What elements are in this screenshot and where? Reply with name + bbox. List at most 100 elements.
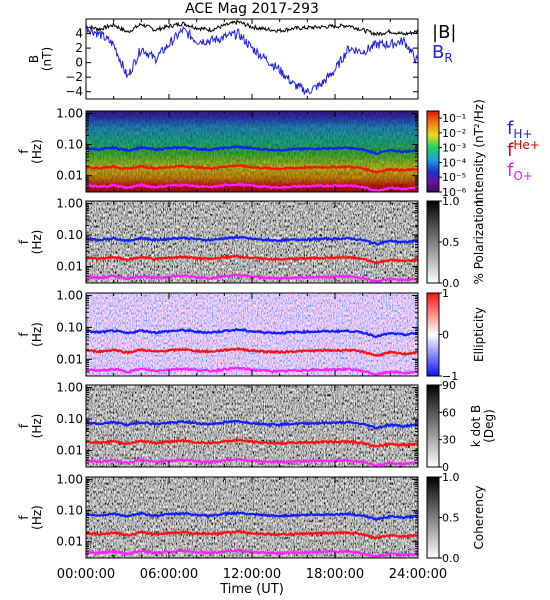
- gyro-h-line: [86, 419, 418, 430]
- spectrogram-ylabel-line: (Hz): [30, 505, 44, 530]
- spectrogram-ylabel: f(Hz): [17, 322, 44, 347]
- spectrogram-ylabel-line: f: [17, 332, 31, 337]
- figure-title: ACE Mag 2017-293: [185, 1, 319, 17]
- legend-b-radial-sub: R: [444, 51, 452, 65]
- colorbar-1: [426, 110, 440, 193]
- legend-b-magnitude: |B|: [432, 22, 456, 43]
- colorbar-label: Ellipticity: [472, 307, 486, 362]
- spectrogram-ytick-label: 0.10: [56, 320, 83, 334]
- b-ytick-label: −2: [65, 70, 83, 84]
- colorbar-label: % Polarization: [472, 200, 486, 285]
- b-series-radial-line: [86, 25, 418, 95]
- gyro-h-line: [86, 235, 418, 246]
- spectrogram-4-image: [86, 385, 418, 467]
- colorbar-tick-label: 10⁻²: [442, 127, 466, 140]
- spectrogram-ytick-label: 0.10: [56, 412, 83, 426]
- colorbar-2: [426, 200, 440, 284]
- colorbar-label: Coherency: [472, 485, 486, 549]
- legend-gyro-0: fH+: [507, 118, 532, 141]
- b-ytick-label: 2: [75, 41, 83, 55]
- colorbar-tick-label: 0.0: [442, 552, 460, 565]
- gyro-h-line: [86, 327, 418, 339]
- spectrogram-ytick-label: 1.00: [56, 289, 83, 303]
- b-panel-bg: [86, 19, 418, 99]
- gyro-he-line: [86, 254, 418, 265]
- spectrogram-texture: [86, 477, 418, 558]
- time-axis-label: Time (UT): [219, 582, 284, 597]
- spectrogram-ylabel-line: f: [17, 149, 31, 154]
- colorbar-tick-label: 1.0: [442, 195, 460, 208]
- legend-b-radial-main: B: [432, 42, 444, 63]
- legend-gyro-main: f: [507, 140, 514, 161]
- b-ylabel-line: (nT): [40, 47, 54, 71]
- spectrogram-ylabel: f(Hz): [17, 230, 44, 255]
- colorbar-tick-label: 0.5: [442, 236, 460, 249]
- spectrogram-5-image: [86, 477, 418, 558]
- colorbar-tick-label: 10⁻³: [442, 142, 466, 155]
- colorbar-5: [426, 476, 440, 559]
- colorbar-tick-label: 30: [442, 434, 456, 447]
- gyro-o-line: [86, 548, 418, 558]
- legend-gyro-sub: O+: [513, 169, 533, 183]
- gyro-o-line: [86, 457, 418, 467]
- spectrogram-ylabel: f(Hz): [17, 414, 44, 439]
- spectrogram-ytick-label: 0.10: [56, 138, 83, 152]
- spectrogram-ytick-label: 1.00: [56, 472, 83, 486]
- gyro-o-line: [86, 366, 418, 376]
- legend-b-radial: BR: [432, 42, 453, 65]
- spectrogram-ylabel-line: f: [17, 515, 31, 520]
- time-tick-label: 12:00:00: [223, 567, 281, 582]
- gyro-h-line: [86, 510, 418, 521]
- colorbar-3: [426, 292, 440, 377]
- b-series-group: [86, 19, 418, 95]
- colorbar-label: Intensity (nT²/Hz): [472, 99, 486, 204]
- time-tick-label: 00:00:00: [57, 567, 115, 582]
- colorbar-tick-label: 10⁻¹: [442, 112, 466, 125]
- spectrogram-ylabel-line: (Hz): [30, 139, 44, 164]
- colorbar-label-line: k dot B: [469, 405, 483, 447]
- time-tick-label: 24:00:00: [389, 567, 447, 582]
- spectrogram-ytick-label: 0.01: [56, 169, 83, 183]
- spectrogram-1-image: [86, 111, 418, 192]
- spectrogram-ytick-label: 0.01: [56, 444, 83, 458]
- legend-gyro-main: f: [507, 118, 514, 139]
- legend-gyro-2: fO+: [507, 160, 533, 183]
- spectrogram-ytick-label: 0.10: [56, 228, 83, 242]
- spectrogram-ylabel-line: (Hz): [30, 230, 44, 255]
- spectrogram-ylabel-line: (Hz): [30, 322, 44, 347]
- colorbar-tick-label: 60: [442, 406, 456, 419]
- spectrogram-ytick-label: 1.00: [56, 380, 83, 394]
- colorbar-label-text: Intensity (nT²/Hz): [472, 99, 486, 204]
- colorbar-tick-label: 10⁻⁶: [442, 186, 467, 199]
- b-ylabel: B(nT): [27, 47, 54, 71]
- spectrogram-ytick-label: 0.01: [56, 352, 83, 366]
- gyro-he-line: [86, 346, 418, 358]
- colorbar-tick-label: 0: [442, 461, 449, 474]
- colorbar-tick-label: 0.0: [442, 277, 460, 290]
- time-tick-label: 06:00:00: [140, 567, 198, 582]
- b-ylabel-line: B: [27, 55, 41, 63]
- spectrogram-ytick-label: 0.10: [56, 504, 83, 518]
- colorbar-tick-label: 0: [442, 329, 449, 342]
- b-ytick-label: −4: [65, 85, 83, 99]
- legend-gyro-sup: He+: [513, 138, 539, 152]
- gyro-h-line: [86, 145, 418, 156]
- legend-gyro-1: fHe+: [507, 138, 540, 161]
- colorbar-tick-label: 10⁻⁴: [442, 156, 467, 169]
- colorbar-tick-label: 1: [442, 287, 449, 300]
- colorbar-label-text: Coherency: [472, 485, 486, 549]
- colorbar-label-text: Ellipticity: [472, 307, 486, 362]
- spectrogram-texture: [86, 201, 418, 283]
- legend-gyro-main: f: [507, 160, 514, 181]
- b-series-magnitude-line: [86, 19, 418, 37]
- spectrogram-ytick-label: 1.00: [56, 196, 83, 210]
- time-tick-label: 18:00:00: [306, 567, 364, 582]
- spectrogram-ytick-label: 1.00: [56, 106, 83, 120]
- spectrogram-ylabel: f(Hz): [17, 139, 44, 164]
- legend-gyro-sub: H+: [513, 127, 532, 141]
- colorbar-tick-label: 10⁻⁵: [442, 171, 466, 184]
- colorbar-label: k dot B(Deg): [469, 405, 496, 447]
- spectrogram-texture: [86, 385, 418, 467]
- gyro-he-line: [86, 529, 418, 540]
